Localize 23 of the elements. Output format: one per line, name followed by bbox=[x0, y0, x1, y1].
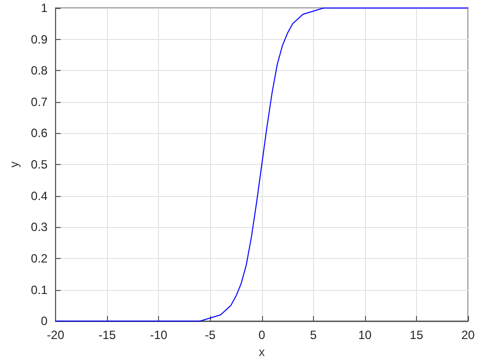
y-tick-label: 0 bbox=[40, 314, 48, 328]
y-tick-label: 0.5 bbox=[30, 158, 48, 172]
y-tick-label: 0.2 bbox=[30, 251, 48, 266]
y-axis-title: y bbox=[7, 162, 21, 168]
x-tick-label: -15 bbox=[98, 328, 116, 342]
y-tick-label: 0.3 bbox=[30, 220, 48, 234]
x-axis-title: x bbox=[258, 345, 265, 359]
x-tick-label: -10 bbox=[150, 328, 168, 342]
y-tick-label: 0.1 bbox=[30, 282, 48, 297]
x-tick-label: 10 bbox=[358, 328, 372, 342]
line-series bbox=[55, 8, 468, 322]
y-tick-label: 0.8 bbox=[30, 64, 48, 78]
x-tick-label: 5 bbox=[310, 328, 317, 342]
x-tick-label: -20 bbox=[46, 328, 65, 342]
y-tick-label: 0.6 bbox=[30, 126, 48, 140]
x-tick-label: 0 bbox=[258, 328, 266, 342]
x-tick-label: 15 bbox=[410, 328, 424, 342]
x-tick-label: 20 bbox=[461, 328, 475, 342]
y-tick-label: 0.9 bbox=[30, 32, 48, 46]
x-tick-label: -5 bbox=[204, 328, 216, 342]
y-tick-label: 0.4 bbox=[30, 188, 48, 203]
y-tick-label: 1 bbox=[40, 1, 48, 15]
y-tick-label: 0.7 bbox=[30, 94, 48, 109]
